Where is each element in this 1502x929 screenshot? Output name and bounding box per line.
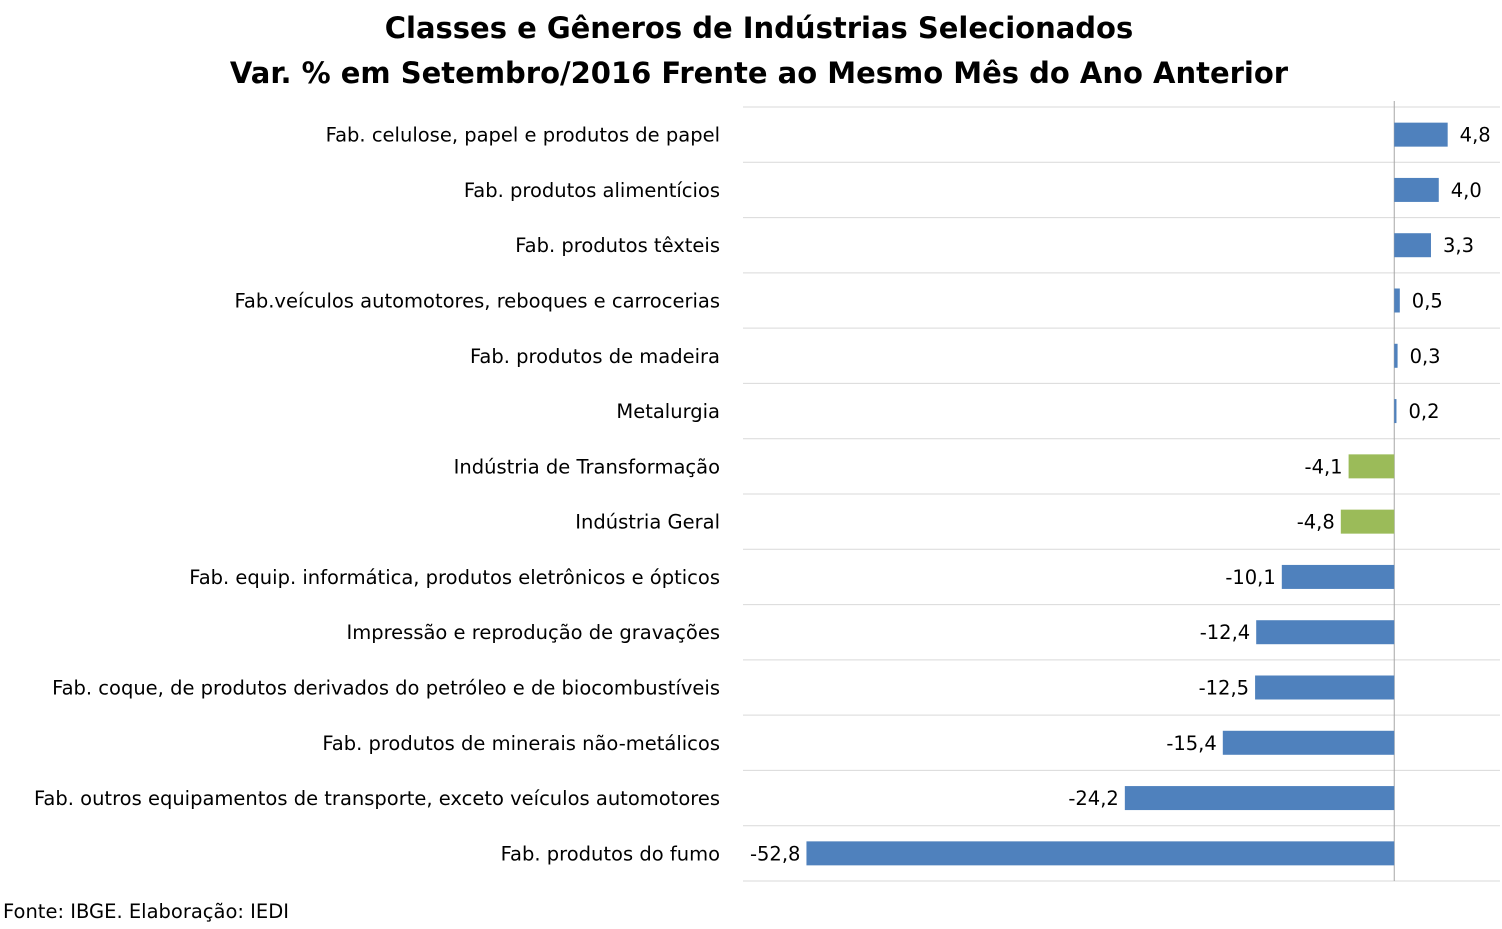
bar	[1394, 343, 1398, 368]
data-label: 4,0	[1451, 179, 1482, 202]
category-label: Fab. produtos alimentícios	[464, 179, 720, 202]
data-label: -10,1	[1225, 566, 1275, 589]
category-label: Fab. outros equipamentos de transporte, …	[34, 787, 720, 810]
data-label: -4,8	[1297, 511, 1335, 534]
category-label: Fab. coque, de produtos derivados do pet…	[52, 677, 720, 700]
source-note: Fonte: IBGE. Elaboração: IEDI	[3, 900, 289, 923]
bar	[1222, 730, 1395, 755]
bar	[1394, 288, 1400, 313]
bar	[1394, 233, 1431, 258]
data-label: 0,3	[1410, 345, 1441, 368]
bar	[1255, 675, 1395, 700]
bar	[1124, 786, 1395, 811]
category-label: Metalurgia	[616, 400, 720, 423]
category-label: Fab.veículos automotores, reboques e car…	[234, 290, 720, 313]
category-label: Indústria de Transformação	[454, 455, 720, 478]
data-label: -24,2	[1068, 787, 1118, 810]
chart-title: Classes e Gêneros de Indústrias Selecion…	[385, 11, 1134, 45]
category-label: Fab. equip. informática, produtos eletrô…	[189, 566, 720, 589]
data-label: -15,4	[1166, 732, 1216, 755]
data-label: -52,8	[750, 842, 800, 865]
bar	[1340, 509, 1395, 534]
category-label: Fab. produtos têxteis	[515, 234, 720, 257]
data-label: -4,1	[1305, 455, 1343, 478]
category-label: Fab. celulose, papel e produtos de papel	[326, 124, 720, 147]
data-label: 0,5	[1412, 290, 1443, 313]
category-label: Fab. produtos de minerais não-metálicos	[322, 732, 720, 755]
bar	[806, 841, 1395, 866]
data-label: 3,3	[1443, 234, 1474, 257]
category-label: Fab. produtos de madeira	[470, 345, 720, 368]
data-label: 4,8	[1460, 124, 1491, 147]
data-label: -12,5	[1199, 677, 1249, 700]
bar	[1394, 177, 1439, 202]
category-label: Fab. produtos do fumo	[501, 842, 720, 865]
bar	[1281, 564, 1395, 589]
data-label: 0,2	[1408, 400, 1439, 423]
category-label: Indústria Geral	[575, 511, 720, 534]
data-label: -12,4	[1200, 621, 1250, 644]
category-label: Impressão e reprodução de gravações	[346, 621, 720, 644]
bar	[1348, 454, 1395, 479]
bar	[1394, 399, 1397, 424]
plot-area: Fab. celulose, papel e produtos de papel…	[34, 101, 1500, 882]
bar	[1394, 122, 1448, 147]
chart-subtitle: Var. % em Setembro/2016 Frente ao Mesmo …	[230, 56, 1289, 90]
bar	[1256, 620, 1395, 645]
